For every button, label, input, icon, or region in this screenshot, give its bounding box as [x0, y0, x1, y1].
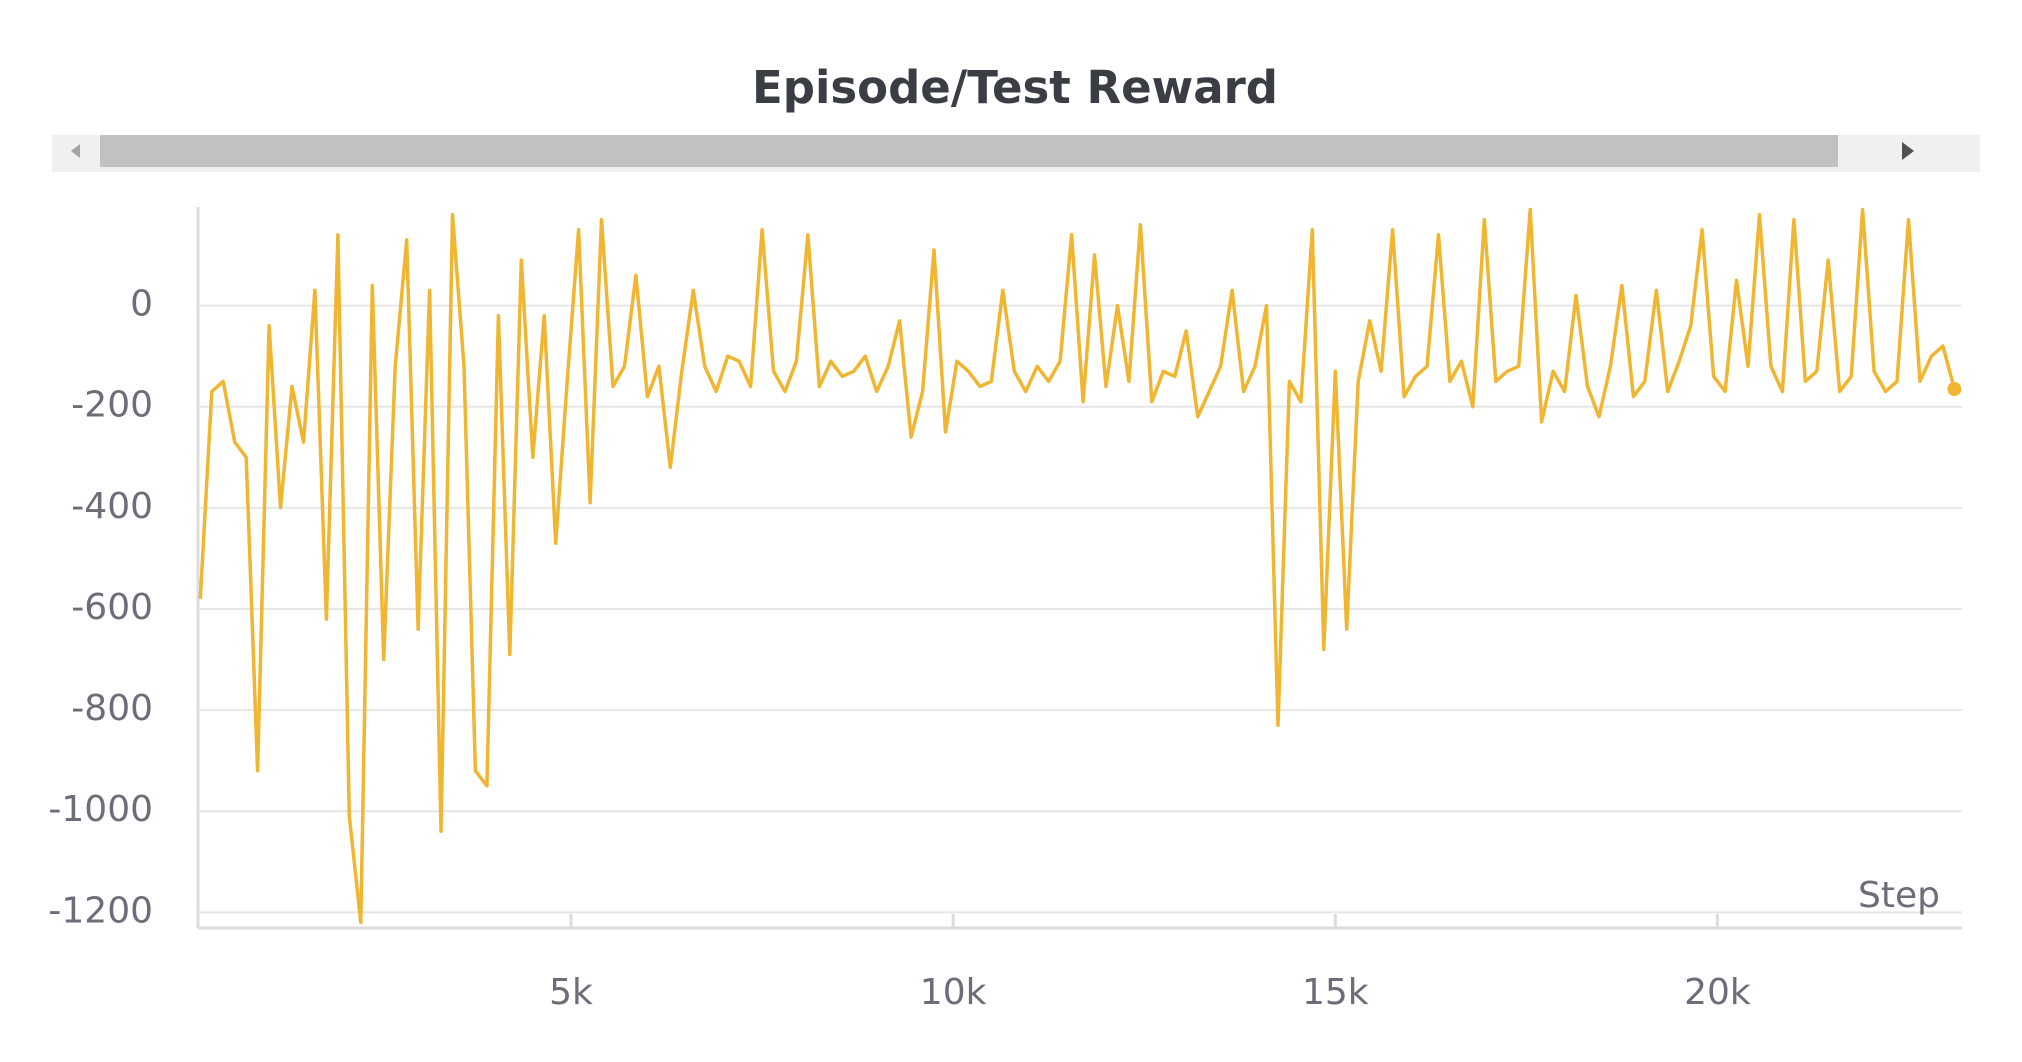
y-tick-label: -600 — [71, 587, 153, 628]
y-tick-label: -1200 — [48, 890, 153, 931]
scroll-thumb[interactable] — [100, 135, 1838, 167]
scroll-left[interactable] — [71, 144, 80, 158]
line-series — [198, 207, 1957, 925]
y-tick-label: -800 — [71, 688, 153, 729]
x-axis-label: Step — [1858, 875, 1940, 916]
scroll-right[interactable] — [1902, 142, 1914, 160]
x-tick-label: 10k — [920, 972, 987, 1013]
x-tick-label: 20k — [1684, 972, 1751, 1013]
y-tick-label: -1000 — [48, 789, 153, 830]
scrollbar[interactable] — [52, 135, 1980, 172]
end-point — [1947, 382, 1962, 397]
x-tick-label: 5k — [549, 972, 593, 1013]
y-tick-label: -200 — [71, 385, 153, 426]
y-tick-label: -400 — [71, 486, 153, 527]
x-tick-label: 15k — [1302, 972, 1369, 1013]
chart-title: Episode/Test Reward — [752, 61, 1278, 114]
y-tick-label: 0 — [130, 284, 153, 325]
